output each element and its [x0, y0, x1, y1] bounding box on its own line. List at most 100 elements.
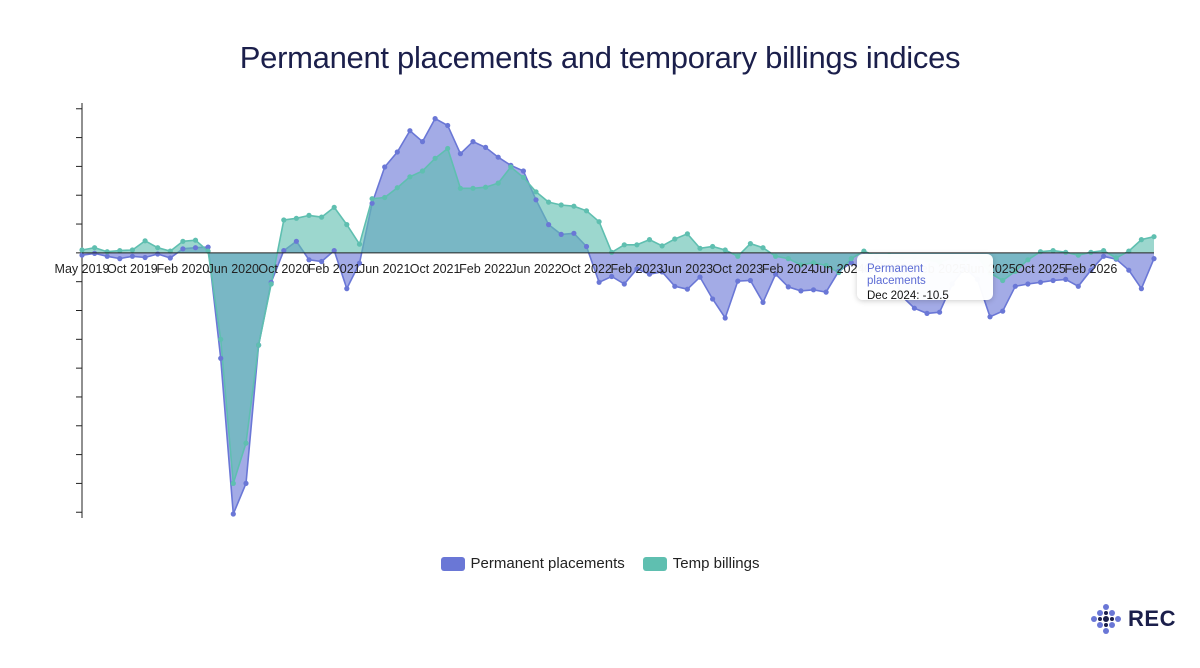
data-point-temp-billings[interactable]	[710, 243, 716, 250]
data-point-permanent-placements[interactable]	[1088, 267, 1094, 273]
data-point-temp-billings[interactable]	[1012, 268, 1018, 274]
data-point-permanent-placements[interactable]	[293, 238, 299, 244]
data-point-temp-billings[interactable]	[92, 245, 98, 251]
data-point-temp-billings[interactable]	[129, 247, 135, 253]
data-point-permanent-placements[interactable]	[218, 355, 224, 361]
data-point-permanent-placements[interactable]	[937, 309, 943, 315]
data-point-temp-billings[interactable]	[1037, 249, 1044, 255]
data-point-temp-billings[interactable]	[760, 245, 766, 251]
data-point-permanent-placements[interactable]	[382, 164, 388, 170]
data-point-permanent-placements[interactable]	[104, 253, 110, 259]
data-point-permanent-placements[interactable]	[848, 260, 854, 266]
data-point-permanent-placements[interactable]	[356, 260, 363, 266]
data-point-temp-billings[interactable]	[319, 214, 325, 220]
data-point-permanent-placements[interactable]	[571, 230, 577, 236]
data-point-temp-billings[interactable]	[483, 184, 489, 190]
data-point-temp-billings[interactable]	[785, 256, 791, 262]
data-point-permanent-placements[interactable]	[92, 250, 98, 256]
data-point-temp-billings[interactable]	[571, 203, 577, 209]
data-point-permanent-placements[interactable]	[369, 200, 375, 206]
data-point-permanent-placements[interactable]	[760, 299, 766, 305]
data-point-temp-billings[interactable]	[79, 247, 85, 253]
data-point-permanent-placements[interactable]	[457, 151, 463, 157]
data-point-permanent-placements[interactable]	[987, 314, 993, 320]
data-point-permanent-placements[interactable]	[924, 310, 930, 316]
data-point-permanent-placements[interactable]	[546, 222, 552, 228]
data-point-permanent-placements[interactable]	[533, 197, 539, 203]
data-point-permanent-placements[interactable]	[306, 257, 312, 263]
data-point-temp-billings[interactable]	[470, 185, 476, 191]
data-point-permanent-placements[interactable]	[79, 252, 85, 258]
data-point-permanent-placements[interactable]	[1000, 308, 1006, 314]
data-point-permanent-placements[interactable]	[558, 231, 564, 237]
data-point-temp-billings[interactable]	[634, 242, 640, 248]
data-point-permanent-placements[interactable]	[129, 253, 135, 259]
data-point-temp-billings[interactable]	[281, 217, 287, 223]
data-point-permanent-placements[interactable]	[823, 289, 829, 295]
data-point-temp-billings[interactable]	[546, 199, 552, 205]
data-point-permanent-placements[interactable]	[167, 255, 173, 261]
data-point-permanent-placements[interactable]	[470, 139, 476, 145]
data-point-permanent-placements[interactable]	[798, 288, 804, 294]
data-point-permanent-placements[interactable]	[520, 168, 527, 174]
data-point-temp-billings[interactable]	[457, 185, 463, 191]
data-point-temp-billings[interactable]	[810, 260, 817, 266]
data-point-temp-billings[interactable]	[722, 247, 728, 253]
data-point-permanent-placements[interactable]	[634, 266, 640, 272]
data-point-permanent-placements[interactable]	[1025, 281, 1031, 287]
data-point-permanent-placements[interactable]	[672, 283, 678, 289]
data-point-permanent-placements[interactable]	[684, 286, 691, 292]
data-point-permanent-placements[interactable]	[419, 139, 426, 145]
data-point-temp-billings[interactable]	[798, 262, 804, 268]
data-point-temp-billings[interactable]	[609, 249, 615, 255]
data-point-permanent-placements[interactable]	[785, 284, 791, 290]
data-point-permanent-placements[interactable]	[281, 248, 287, 254]
data-point-permanent-placements[interactable]	[319, 258, 325, 265]
data-point-temp-billings[interactable]	[495, 180, 501, 186]
data-point-temp-billings[interactable]	[293, 215, 299, 221]
data-point-temp-billings[interactable]	[1063, 249, 1069, 255]
data-point-temp-billings[interactable]	[369, 196, 375, 202]
data-point-temp-billings[interactable]	[747, 241, 754, 247]
data-point-permanent-placements[interactable]	[1012, 283, 1018, 289]
data-point-permanent-placements[interactable]	[394, 149, 400, 155]
data-point-temp-billings[interactable]	[256, 342, 262, 348]
data-point-temp-billings[interactable]	[1025, 257, 1031, 263]
data-point-temp-billings[interactable]	[596, 219, 602, 225]
data-point-permanent-placements[interactable]	[331, 248, 337, 254]
data-point-permanent-placements[interactable]	[810, 287, 817, 293]
data-point-temp-billings[interactable]	[155, 245, 161, 251]
data-point-permanent-placements[interactable]	[735, 278, 741, 284]
data-point-temp-billings[interactable]	[104, 249, 110, 255]
data-point-temp-billings[interactable]	[1138, 237, 1144, 243]
data-point-temp-billings[interactable]	[583, 208, 590, 214]
data-point-temp-billings[interactable]	[142, 238, 148, 244]
data-point-temp-billings[interactable]	[621, 242, 627, 248]
data-point-temp-billings[interactable]	[558, 202, 564, 208]
data-point-permanent-placements[interactable]	[192, 245, 199, 251]
data-point-permanent-placements[interactable]	[1037, 279, 1044, 285]
data-point-permanent-placements[interactable]	[697, 274, 703, 280]
data-point-temp-billings[interactable]	[823, 262, 829, 269]
data-point-temp-billings[interactable]	[192, 237, 199, 243]
data-point-temp-billings[interactable]	[1113, 255, 1119, 261]
data-point-temp-billings[interactable]	[344, 222, 350, 228]
data-point-permanent-placements[interactable]	[659, 269, 665, 275]
data-point-permanent-placements[interactable]	[1075, 283, 1081, 289]
data-point-temp-billings[interactable]	[508, 164, 514, 170]
data-point-temp-billings[interactable]	[684, 231, 691, 237]
data-point-permanent-placements[interactable]	[243, 480, 249, 486]
data-point-permanent-placements[interactable]	[142, 254, 148, 261]
data-point-permanent-placements[interactable]	[117, 256, 123, 262]
data-point-permanent-placements[interactable]	[722, 315, 728, 321]
data-point-permanent-placements[interactable]	[495, 154, 501, 160]
data-point-temp-billings[interactable]	[180, 238, 186, 244]
data-point-temp-billings[interactable]	[1075, 252, 1081, 258]
data-point-permanent-placements[interactable]	[646, 271, 653, 277]
data-point-temp-billings[interactable]	[432, 155, 438, 161]
data-point-permanent-placements[interactable]	[911, 305, 918, 311]
data-point-permanent-placements[interactable]	[180, 246, 186, 252]
data-point-temp-billings[interactable]	[848, 256, 854, 262]
data-point-permanent-placements[interactable]	[432, 116, 438, 122]
data-point-temp-billings[interactable]	[218, 336, 224, 342]
